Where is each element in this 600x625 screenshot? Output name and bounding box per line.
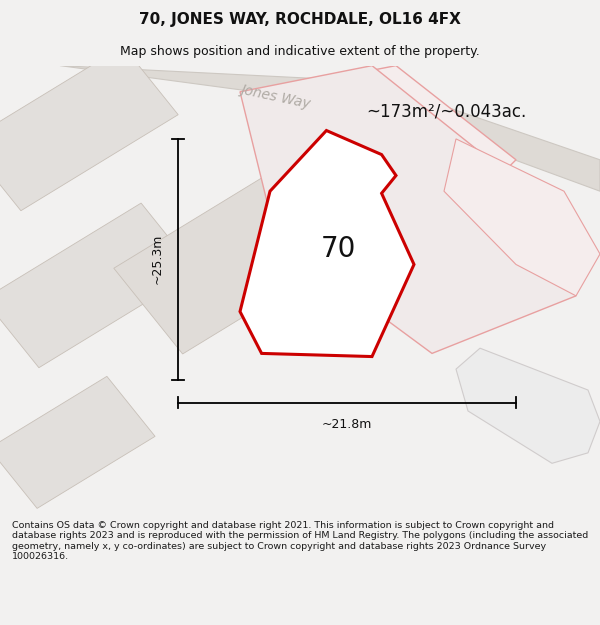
Text: Contains OS data © Crown copyright and database right 2021. This information is : Contains OS data © Crown copyright and d…	[12, 521, 588, 561]
Polygon shape	[114, 112, 438, 354]
Polygon shape	[60, 66, 600, 191]
Text: ~173m²/~0.043ac.: ~173m²/~0.043ac.	[366, 102, 526, 120]
Text: ~25.3m: ~25.3m	[150, 234, 163, 284]
Polygon shape	[444, 139, 600, 296]
Polygon shape	[240, 131, 414, 356]
Polygon shape	[0, 376, 155, 508]
Polygon shape	[240, 66, 576, 353]
Text: ~21.8m: ~21.8m	[322, 418, 372, 431]
Polygon shape	[456, 348, 600, 463]
Text: Jones Way: Jones Way	[239, 82, 313, 111]
Text: Map shows position and indicative extent of the property.: Map shows position and indicative extent…	[120, 45, 480, 58]
Text: 70: 70	[321, 235, 356, 262]
Polygon shape	[0, 203, 196, 368]
Polygon shape	[0, 46, 178, 211]
Text: 70, JONES WAY, ROCHDALE, OL16 4FX: 70, JONES WAY, ROCHDALE, OL16 4FX	[139, 12, 461, 27]
Polygon shape	[276, 66, 516, 207]
